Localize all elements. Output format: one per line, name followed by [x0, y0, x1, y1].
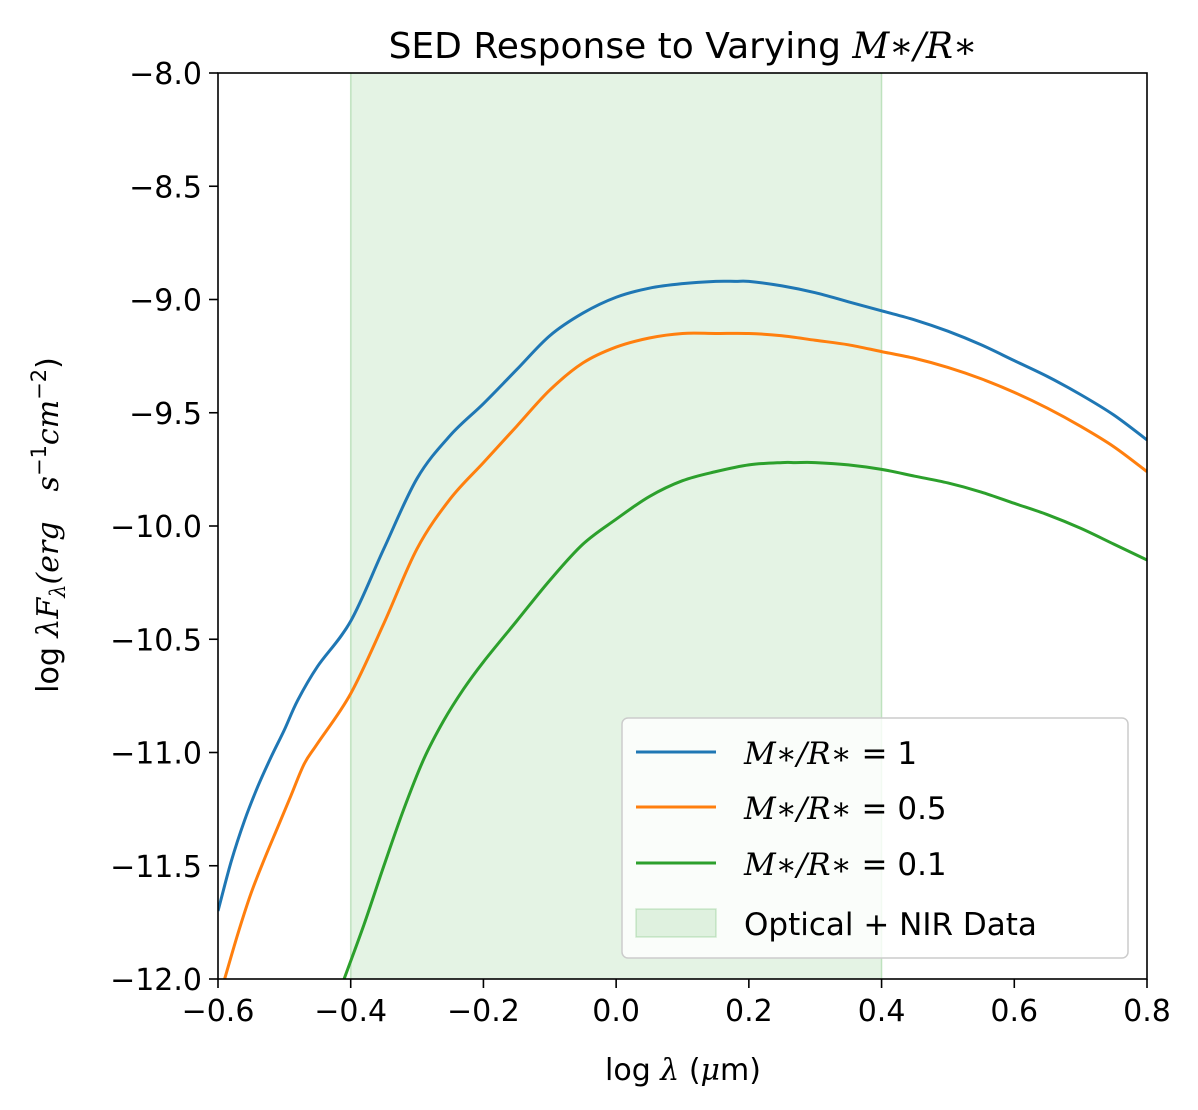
series-line-2	[223, 331, 1147, 979]
y-tick-label: −8.5	[129, 170, 202, 205]
x-tick-label: 0.4	[858, 994, 906, 1029]
x-tick-label: 0.8	[1123, 994, 1171, 1029]
series-line-3	[342, 460, 1147, 979]
legend-item-shaded-region: Optical + NIR Data	[635, 907, 1037, 943]
legend-label-shaded-region: Optical + NIR Data	[744, 907, 1037, 943]
legend-label-series-3: M∗/R∗ = 0.1	[743, 847, 947, 883]
y-axis-label: log λFλ(ergs−1cm−2)	[27, 357, 70, 693]
series-line-1	[218, 279, 1147, 912]
legend-label-series-2: M∗/R∗ = 0.5	[743, 791, 947, 827]
legend: M∗/R∗ = 1 M∗/R∗ = 0.5 M∗/R∗ = 0.1 Optica…	[621, 717, 1129, 959]
y-tick-label: −9.5	[129, 397, 202, 432]
legend-swatch-shaded-region	[635, 908, 717, 938]
legend-item-series-2: M∗/R∗ = 0.5	[636, 791, 947, 827]
legend-item-series-3: M∗/R∗ = 0.1	[636, 847, 947, 883]
y-tick-label: −11.5	[110, 850, 202, 885]
x-axis-label: log λ (μm)	[605, 1053, 761, 1088]
y-tick-label: −9.0	[129, 284, 202, 319]
x-tick-label: −0.2	[447, 994, 520, 1029]
x-tick-label: 0.0	[592, 994, 640, 1029]
series-lines-layer	[218, 279, 1147, 979]
y-tick-label: −12.0	[110, 963, 202, 998]
legend-item-series-1: M∗/R∗ = 1	[636, 736, 917, 772]
legend-label-series-1: M∗/R∗ = 1	[743, 736, 917, 772]
y-tick-label: −11.0	[110, 737, 202, 772]
x-tick-label: 0.6	[990, 994, 1038, 1029]
y-tick-label: −10.0	[110, 510, 202, 545]
ticks-layer: −0.6 −0.4 −0.2 0.0 0.2 0.4 0.6 0.8 −8.0 −8.5 −9.0 −…	[110, 57, 1171, 1029]
y-tick-label: −10.5	[110, 623, 202, 658]
legend-box	[621, 717, 1129, 959]
chart-title: SED Response to Varying M∗/R∗	[389, 26, 978, 67]
x-tick-label: −0.4	[314, 994, 387, 1029]
x-tick-label: −0.6	[182, 994, 255, 1029]
y-tick-label: −8.0	[129, 57, 202, 92]
x-tick-label: 0.2	[725, 994, 773, 1029]
